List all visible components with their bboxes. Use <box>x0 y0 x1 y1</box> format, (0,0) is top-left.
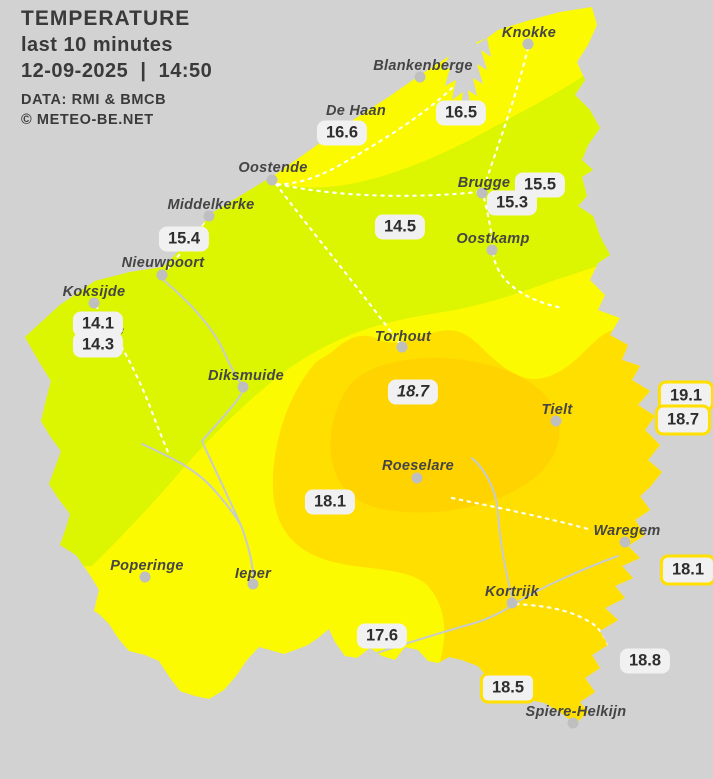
city-label-tielt: Tielt <box>541 402 573 418</box>
city-label-kortrijk: Kortrijk <box>485 584 539 600</box>
zone-hot-region <box>330 358 560 513</box>
road-coast <box>276 86 454 187</box>
road-oostende-brugge <box>276 182 480 197</box>
temperature-badge: 17.6 <box>356 623 408 649</box>
map-header: TEMPERATURE last 10 minutes 12-09-2025 |… <box>21 6 212 130</box>
temperature-badge: 14.3 <box>72 332 124 358</box>
temperature-badge: 15.3 <box>486 190 538 216</box>
temperature-badge: 18.1 <box>304 489 356 515</box>
city-dot-poperinge <box>139 571 151 583</box>
city-dot-spiere-helkijn <box>567 717 579 729</box>
city-label-waregem: Waregem <box>593 523 661 539</box>
temperature-badge: 18.7 <box>387 379 439 405</box>
city-label-middelkerke: Middelkerke <box>167 197 255 213</box>
city-dot-nieuwpoort <box>156 269 168 281</box>
city-label-ieper: Ieper <box>234 566 272 582</box>
road-koksijde-south <box>94 304 170 454</box>
city-dot-knokke <box>522 38 534 50</box>
city-label-brugge: Brugge <box>457 175 511 191</box>
city-label-koksijde: Koksijde <box>62 284 126 300</box>
canal-kortrijk-north <box>471 457 514 602</box>
temperature-badge: 18.8 <box>619 648 671 674</box>
city-label-knokke: Knokke <box>501 25 557 41</box>
city-label-de haan: De Haan <box>325 103 387 119</box>
city-label-oostende: Oostende <box>238 160 308 176</box>
city-dot-koksijde <box>88 297 100 309</box>
city-dot-ieper <box>247 578 259 590</box>
city-dot-oostende <box>266 174 278 186</box>
city-label-poperinge: Poperinge <box>110 558 184 574</box>
temperature-badge: 18.7 <box>654 404 712 436</box>
temperature-badge: 16.5 <box>435 100 487 126</box>
road-tielt-waregem <box>450 496 594 532</box>
page-title: TEMPERATURE <box>21 7 191 30</box>
city-label-roeselare: Roeselare <box>381 458 455 474</box>
data-source-label: DATA: RMI & BMCB <box>21 92 167 108</box>
stream-poperinge <box>141 443 241 525</box>
city-dot-torhout <box>396 341 408 353</box>
city-dot-diksmuide <box>237 381 249 393</box>
road-knokke-brugge <box>485 46 530 180</box>
city-label-oostkamp: Oostkamp <box>456 231 530 247</box>
city-dot-oostkamp <box>486 244 498 256</box>
road-oostende-torhout <box>274 182 402 346</box>
city-label-blankenberge: Blankenberge <box>373 58 473 74</box>
city-dot-kortrijk <box>506 597 518 609</box>
page-subtitle: last 10 minutes <box>21 34 174 56</box>
city-label-diksmuide: Diksmuide <box>207 368 285 384</box>
copyright-label: © METEO-BE.NET <box>21 112 154 128</box>
temperature-badge: 15.4 <box>158 226 210 252</box>
city-dot-brugge <box>476 187 488 199</box>
city-dot-middelkerke <box>203 210 215 222</box>
temperature-badge: 18.1 <box>659 554 713 586</box>
river-ijzer <box>159 276 255 585</box>
city-label-spiere-helkijn: Spiere-Helkijn <box>525 704 627 720</box>
city-label-nieuwpoort: Nieuwpoort <box>121 255 205 271</box>
temperature-badge: 16.6 <box>316 120 368 146</box>
datetime-label: 12-09-2025 | 14:50 <box>21 60 213 82</box>
city-dot-tielt <box>550 415 562 427</box>
city-dot-waregem <box>619 536 631 548</box>
temperature-badge: 18.5 <box>479 672 537 704</box>
city-dot-blankenberge <box>414 71 426 83</box>
city-dot-roeselare <box>411 472 423 484</box>
temperature-badge: 14.5 <box>374 214 426 240</box>
road-brugge-oostkamp <box>482 196 564 310</box>
zeebrugge-harbor <box>441 26 491 112</box>
city-label-torhout: Torhout <box>374 329 432 345</box>
temperature-badge: 14.1 <box>72 311 124 337</box>
